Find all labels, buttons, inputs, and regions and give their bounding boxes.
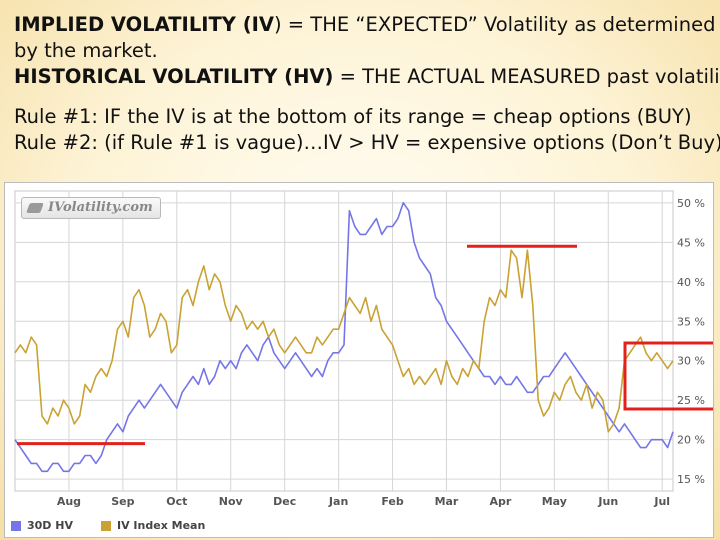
legend-label-iv: IV Index Mean [117, 519, 206, 532]
x-tick-label: Jun [597, 495, 618, 508]
iv-definition: IMPLIED VOLATILITY (IV) = THE “EXPECTED”… [14, 12, 716, 38]
logo-mark-icon [26, 203, 44, 213]
y-tick-label: 15 % [677, 473, 705, 486]
legend-label-hv: 30D HV [27, 519, 73, 532]
x-tick-label: Sep [111, 495, 134, 508]
iv-series-line [14, 249, 674, 433]
legend-30d-hv: 30D HV [11, 519, 73, 532]
x-tick-label: Mar [435, 495, 459, 508]
slide-text: IMPLIED VOLATILITY (IV) = THE “EXPECTED”… [14, 12, 720, 156]
ivolatility-logo: IVolatility.com [21, 197, 161, 219]
hv-term: HISTORICAL VOLATILITY (HV) [14, 65, 334, 88]
iv-term: IMPLIED VOLATILITY (IV [14, 13, 274, 36]
rule-1: Rule #1: IF the IV is at the bottom of i… [14, 105, 692, 128]
y-tick-label: 35 % [677, 315, 705, 328]
x-tick-label: Apr [490, 495, 512, 508]
iv-definition-cont: by the market. [14, 39, 158, 62]
y-tick-label: 20 % [677, 434, 705, 447]
x-tick-label: Feb [381, 495, 404, 508]
chart-svg: Aug Sep Oct Nov Dec Jan Feb Mar Apr May Jun Jul 15 %… [14, 190, 713, 508]
y-tick-label: 30 % [677, 355, 705, 368]
logo-text: IVolatility.com [48, 200, 153, 215]
y-tick-label: 50 % [677, 197, 705, 210]
x-tick-label: Oct [166, 495, 187, 508]
x-tick-label: Jul [653, 495, 670, 508]
y-tick-label: 25 % [677, 394, 705, 407]
legend-swatch-hv [11, 520, 21, 531]
hv-definition-rest: = THE ACTUAL MEASURED past volatility. [333, 65, 720, 88]
annotation-current-iv-box [623, 341, 713, 411]
iv-definition-rest: ) = THE “EXPECTED” Volatility as determi… [273, 13, 716, 36]
x-tick-label: Aug [57, 495, 81, 508]
x-tick-label: Jan [328, 495, 348, 508]
x-tick-label: Dec [273, 495, 296, 508]
legend-iv-index-mean: IV Index Mean [101, 519, 205, 532]
y-tick-label: 40 % [677, 276, 705, 289]
volatility-chart: Aug Sep Oct Nov Dec Jan Feb Mar Apr May Jun Jul 15 %… [4, 182, 714, 538]
legend-swatch-iv [101, 520, 111, 531]
rule-2: Rule #2: (if Rule #1 is vague)…IV > HV =… [14, 131, 720, 154]
y-tick-label: 45 % [677, 236, 705, 249]
hv-series-line [14, 201, 674, 473]
hv-definition: HISTORICAL VOLATILITY (HV) = THE ACTUAL … [14, 64, 720, 90]
x-tick-label: May [542, 495, 567, 508]
x-tick-label: Nov [219, 495, 244, 508]
